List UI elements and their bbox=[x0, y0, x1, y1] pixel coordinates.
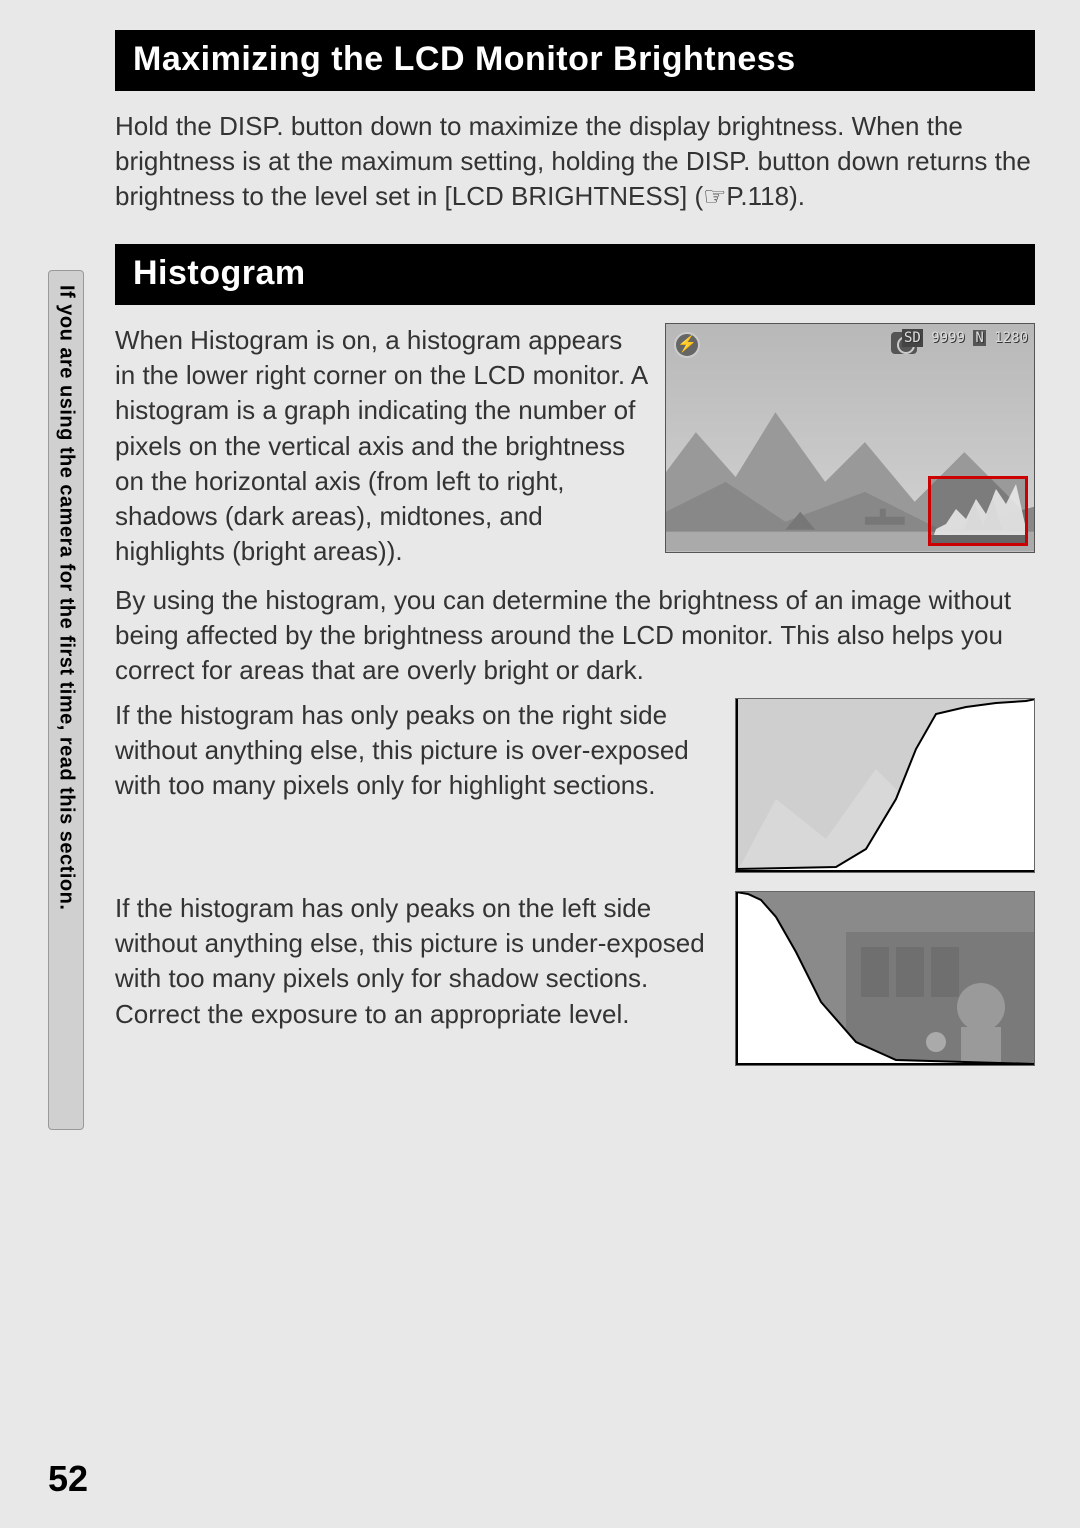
underexposed-illustration bbox=[735, 891, 1035, 1066]
section-heading-histogram: Histogram bbox=[115, 244, 1035, 305]
page-content: Maximizing the LCD Monitor Brightness Ho… bbox=[115, 30, 1035, 1080]
underexposed-figure bbox=[735, 891, 1035, 1066]
counter-text: 9999 bbox=[931, 330, 965, 346]
brightness-body: Hold the DISP. button down to maximize t… bbox=[115, 109, 1035, 214]
histogram-para1: When Histogram is on, a histogram appear… bbox=[115, 323, 649, 569]
camera-overlay-text: SD 9999 N 1280 bbox=[902, 330, 1028, 346]
flash-icon: ⚡ bbox=[674, 332, 700, 358]
mini-histogram-icon bbox=[931, 479, 1025, 543]
histogram-row-2: If the histogram has only peaks on the r… bbox=[115, 698, 1035, 873]
sidebar-tab: If you are using the camera for the firs… bbox=[48, 270, 84, 1130]
histogram-overlay-frame bbox=[928, 476, 1028, 546]
histogram-para3: If the histogram has only peaks on the r… bbox=[115, 698, 719, 873]
histogram-row-1: When Histogram is on, a histogram appear… bbox=[115, 323, 1035, 569]
sd-icon: SD bbox=[902, 329, 923, 347]
histogram-row-3: If the histogram has only peaks on the l… bbox=[115, 891, 1035, 1066]
section-heading-brightness: Maximizing the LCD Monitor Brightness bbox=[115, 30, 1035, 91]
sidebar-label: If you are using the camera for the firs… bbox=[55, 285, 78, 910]
size-text: 1280 bbox=[994, 330, 1028, 346]
overexposed-figure bbox=[735, 698, 1035, 873]
camera-screen-illustration: ⚡ SD 9999 N 1280 bbox=[665, 323, 1035, 553]
mode-text: N bbox=[973, 330, 985, 346]
page-number: 52 bbox=[48, 1458, 88, 1500]
histogram-para4: If the histogram has only peaks on the l… bbox=[115, 891, 719, 1066]
histogram-para2: By using the histogram, you can determin… bbox=[115, 583, 1035, 688]
overexposed-illustration bbox=[735, 698, 1035, 873]
camera-screen-figure: ⚡ SD 9999 N 1280 bbox=[665, 323, 1035, 569]
